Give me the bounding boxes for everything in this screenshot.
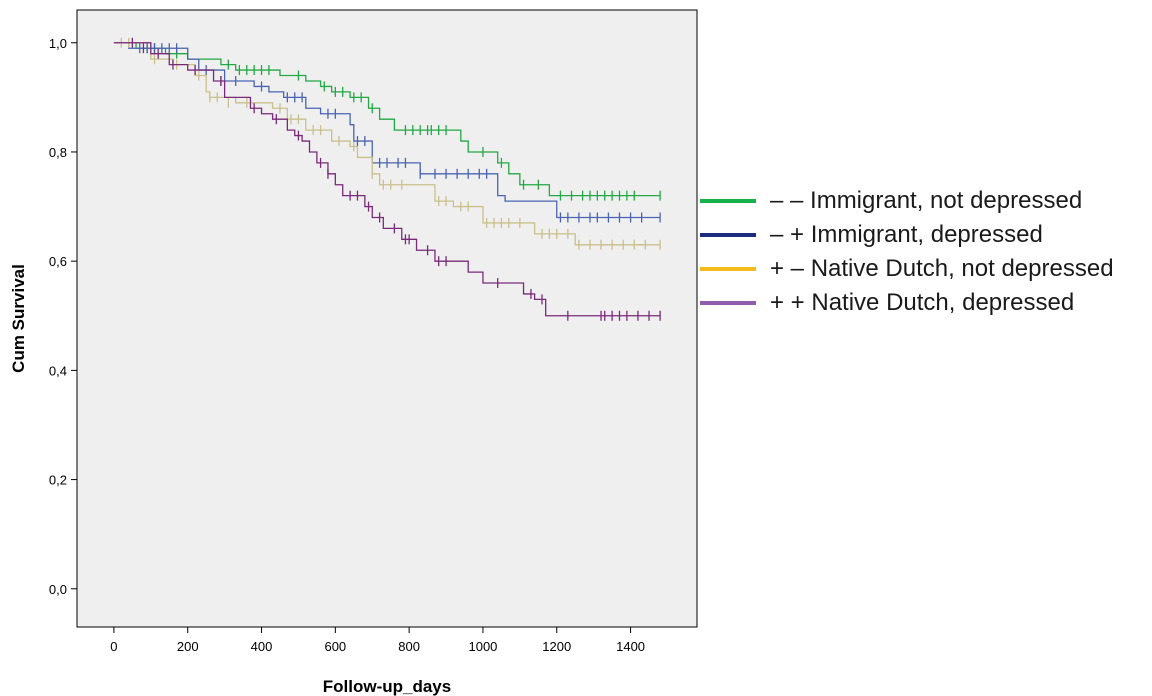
series-group [113,37,661,321]
legend-label: – + Immigrant, depressed [770,221,1043,248]
plot-area [76,9,698,628]
x-tick-label: 1400 [616,639,645,654]
series-line [113,42,661,219]
y-tick-label: 0,2 [49,473,67,488]
legend-swatch [700,267,756,271]
series-layer [113,37,661,321]
y-tick-label: 0,8 [49,145,67,160]
legend-label: + + Native Dutch, depressed [770,289,1075,316]
y-tick-label: 1,0 [49,36,67,51]
x-tick-label: 400 [251,639,273,654]
series-line [113,42,661,197]
y-tick-label: 0,4 [49,363,67,378]
y-tick-label: 0,6 [49,254,67,269]
legend-label: – – Immigrant, not depressed [770,187,1083,214]
series-group [113,42,661,223]
legend-label: + – Native Dutch, not depressed [770,255,1114,282]
y-axis-title: Cum Survival [9,264,28,373]
x-axis-title: Follow-up_days [323,677,451,696]
legend-item: + + Native Dutch, depressed [700,286,1114,320]
x-tick-label: 800 [398,639,420,654]
legend-item: – + Immigrant, depressed [700,218,1114,252]
x-axis-ticks: 0 200 400 600 800 1000 1200 1400 [110,627,645,654]
y-axis-ticks: 0,0 0,2 0,4 0,6 0,8 1,0 [49,36,77,597]
series-group [113,42,661,201]
x-tick-label: 200 [177,639,199,654]
y-tick-label: 0,0 [49,582,67,597]
series-line [113,42,661,317]
legend-swatch [700,233,756,237]
legend: – – Immigrant, not depressed – + Immigra… [700,184,1114,320]
legend-item: + – Native Dutch, not depressed [700,252,1114,286]
legend-swatch [700,301,756,305]
legend-swatch [700,199,756,203]
x-tick-label: 1000 [468,639,497,654]
x-tick-label: 0 [110,639,117,654]
x-tick-label: 600 [324,639,346,654]
x-tick-label: 1200 [542,639,571,654]
series-group [113,37,661,250]
legend-item: – – Immigrant, not depressed [700,184,1114,218]
